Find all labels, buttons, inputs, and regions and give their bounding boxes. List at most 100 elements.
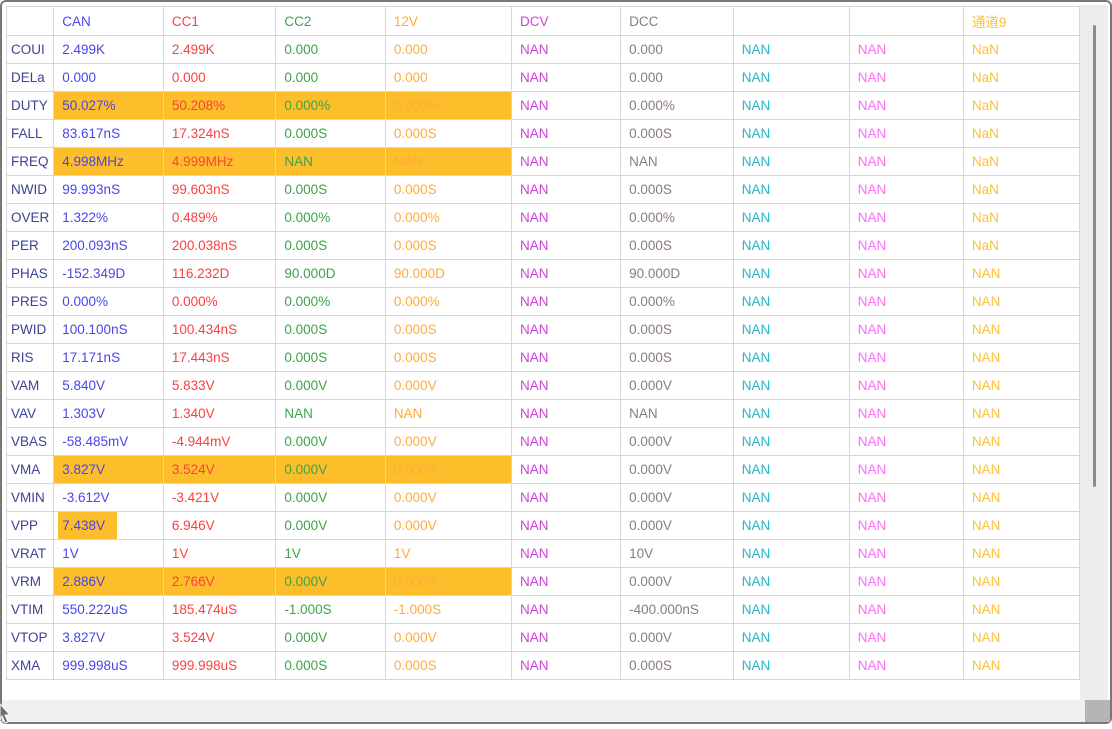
cell[interactable]: 0.000V [384, 567, 513, 596]
cell[interactable]: NAN [732, 595, 850, 624]
cell[interactable]: NaN [962, 35, 1080, 64]
cell[interactable]: NaN [962, 175, 1080, 204]
cell[interactable]: 0.000S [620, 231, 734, 260]
cell[interactable]: NAN [962, 455, 1080, 484]
cell[interactable]: 0.000S [275, 231, 386, 260]
cell[interactable]: 0.000S [384, 175, 513, 204]
cell[interactable]: NAN [848, 511, 964, 540]
cell[interactable]: 0.000S [384, 343, 513, 372]
column-header-DCC[interactable]: DCC [620, 6, 734, 36]
cell[interactable]: NAN [732, 539, 850, 568]
cell[interactable]: NAN [848, 119, 964, 148]
cell[interactable]: 0.000V [275, 623, 386, 652]
cell[interactable]: NAN [732, 651, 850, 680]
cell[interactable]: 0.000S [620, 119, 734, 148]
cell[interactable]: 6.946V [162, 511, 277, 540]
cell[interactable]: 0.000V [384, 371, 513, 400]
cell[interactable]: NAN [848, 91, 964, 120]
cell[interactable]: NAN [732, 427, 850, 456]
cell[interactable]: NAN [510, 259, 622, 288]
cell[interactable]: 0.000 [162, 63, 277, 92]
column-header-unnamed-7[interactable] [732, 6, 850, 36]
cell[interactable]: 2.766V [162, 567, 277, 596]
cell[interactable]: NaN [962, 231, 1080, 260]
column-header-通道9[interactable]: 通道9 [962, 6, 1080, 36]
cell[interactable]: NAN [732, 35, 850, 64]
cell[interactable]: 1.322% [53, 203, 164, 232]
cell[interactable]: -1.000S [275, 595, 386, 624]
cell[interactable]: NAN [848, 259, 964, 288]
cell[interactable]: 0.000S [275, 175, 386, 204]
row-label[interactable]: OVER [6, 203, 55, 232]
cell[interactable]: NAN [848, 231, 964, 260]
cell[interactable]: 0.000S [275, 343, 386, 372]
cell[interactable]: NAN [732, 623, 850, 652]
cell[interactable]: NAN [732, 231, 850, 260]
cell[interactable]: 99.603nS [162, 175, 277, 204]
cell[interactable]: 0.000% [620, 91, 734, 120]
cell[interactable]: 0.000S [620, 651, 734, 680]
row-label[interactable]: RIS [6, 343, 55, 372]
cell[interactable]: 0.000S [620, 343, 734, 372]
column-header-CAN[interactable]: CAN [53, 6, 164, 36]
cell[interactable]: 4.998MHz [53, 147, 164, 176]
cell[interactable]: 17.171nS [53, 343, 164, 372]
cell[interactable]: NAN [732, 455, 850, 484]
cell[interactable]: NAN [962, 567, 1080, 596]
cell[interactable]: NAN [732, 119, 850, 148]
cell[interactable]: -3.421V [162, 483, 277, 512]
cell[interactable]: 1V [275, 539, 386, 568]
cell[interactable]: NAN [384, 147, 513, 176]
cell[interactable]: 0.000S [384, 119, 513, 148]
cell[interactable]: NAN [848, 399, 964, 428]
cell[interactable]: 90.000D [620, 259, 734, 288]
cell[interactable]: NAN [732, 567, 850, 596]
cell[interactable]: 0.489% [162, 203, 277, 232]
cell[interactable]: NAN [962, 623, 1080, 652]
cell[interactable]: NAN [848, 35, 964, 64]
cell[interactable]: 0.000 [275, 35, 386, 64]
horizontal-scrollbar-thumb[interactable] [1085, 700, 1110, 722]
column-header-12V[interactable]: 12V [384, 6, 513, 36]
cell[interactable]: NAN [510, 119, 622, 148]
cell[interactable]: NAN [510, 175, 622, 204]
row-label[interactable]: PER [6, 231, 55, 260]
cell[interactable]: 0.000% [275, 287, 386, 316]
cell[interactable]: 0.000V [384, 483, 513, 512]
cell[interactable]: 1V [384, 539, 513, 568]
cell[interactable]: 0.000% [384, 203, 513, 232]
cell[interactable]: 17.324nS [162, 119, 277, 148]
cell[interactable]: NAN [848, 567, 964, 596]
cell[interactable]: NAN [510, 63, 622, 92]
cell[interactable]: 0.000S [620, 175, 734, 204]
cell[interactable]: NaN [962, 119, 1080, 148]
cell[interactable]: NAN [962, 259, 1080, 288]
row-label[interactable]: PWID [6, 315, 55, 344]
cell[interactable]: NAN [732, 483, 850, 512]
cell[interactable]: 200.038nS [162, 231, 277, 260]
cell[interactable]: 0.000% [53, 287, 164, 316]
cell[interactable]: 1.340V [162, 399, 277, 428]
horizontal-scrollbar-track[interactable] [2, 700, 1110, 722]
row-label[interactable]: VTOP [6, 623, 55, 652]
cell[interactable]: 0.000V [384, 511, 513, 540]
vertical-scrollbar-thumb[interactable] [1093, 25, 1096, 487]
cell[interactable]: 0.000% [620, 203, 734, 232]
cell[interactable]: NAN [848, 203, 964, 232]
cell[interactable]: NAN [732, 91, 850, 120]
cell[interactable]: NAN [962, 287, 1080, 316]
cell[interactable]: NAN [848, 147, 964, 176]
cell[interactable]: -1.000S [384, 595, 513, 624]
row-label[interactable]: FALL [6, 119, 55, 148]
row-label[interactable]: VBAS [6, 427, 55, 456]
cell[interactable]: NAN [848, 595, 964, 624]
cell[interactable]: NAN [848, 539, 964, 568]
cell[interactable]: 0.000V [275, 455, 386, 484]
cell[interactable]: 90.000D [384, 259, 513, 288]
cell[interactable]: 2.499K [53, 35, 164, 64]
cell[interactable]: NAN [510, 315, 622, 344]
cell[interactable]: 100.100nS [53, 315, 164, 344]
cell[interactable]: NAN [848, 315, 964, 344]
cell[interactable]: NAN [732, 371, 850, 400]
cell[interactable]: 3.827V [53, 623, 164, 652]
